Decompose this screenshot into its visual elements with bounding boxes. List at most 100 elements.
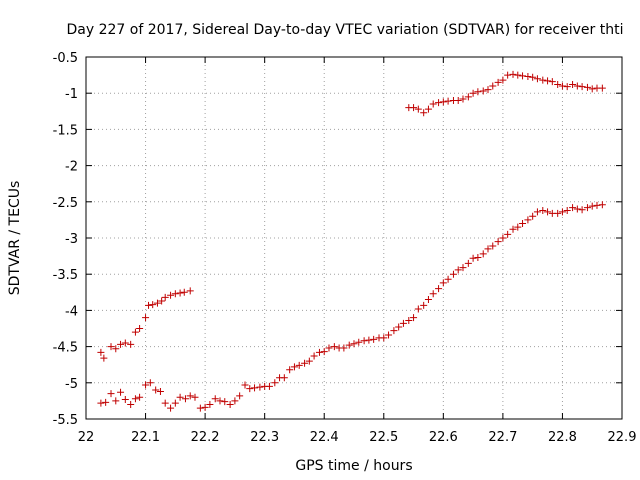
data-point bbox=[499, 76, 507, 84]
data-point bbox=[499, 234, 507, 242]
x-tick-label: 22.6 bbox=[429, 430, 458, 445]
data-point bbox=[410, 314, 418, 322]
data-point bbox=[529, 212, 537, 220]
data-point bbox=[171, 399, 179, 407]
data-point bbox=[176, 289, 184, 297]
data-point bbox=[509, 70, 517, 78]
data-point bbox=[226, 401, 234, 409]
data-point bbox=[563, 83, 571, 91]
data-point bbox=[390, 327, 398, 335]
data-point bbox=[127, 401, 135, 409]
data-point bbox=[424, 105, 432, 113]
data-point bbox=[117, 340, 125, 348]
data-point bbox=[305, 357, 313, 365]
y-tick-label: -4 bbox=[65, 304, 78, 319]
data-point bbox=[102, 398, 110, 406]
data-point bbox=[414, 105, 422, 113]
data-point bbox=[145, 301, 153, 309]
data-point bbox=[454, 266, 462, 274]
data-point bbox=[399, 319, 407, 327]
data-point bbox=[578, 206, 586, 214]
data-point bbox=[340, 344, 348, 352]
data-point bbox=[153, 299, 161, 307]
data-point bbox=[484, 245, 492, 253]
data-point bbox=[97, 348, 105, 356]
data-point bbox=[459, 264, 467, 272]
data-point bbox=[206, 401, 214, 409]
y-tick-label: -3.5 bbox=[53, 268, 78, 283]
data-point bbox=[221, 398, 229, 406]
data-point bbox=[131, 395, 139, 403]
data-point bbox=[544, 208, 552, 216]
data-point bbox=[420, 301, 428, 309]
data-point bbox=[310, 352, 318, 360]
data-point bbox=[444, 275, 452, 283]
series-2 bbox=[97, 201, 606, 412]
data-point bbox=[439, 98, 447, 106]
data-point bbox=[370, 335, 378, 343]
data-point bbox=[429, 100, 437, 108]
data-point bbox=[241, 381, 249, 389]
data-point bbox=[231, 397, 239, 405]
data-point bbox=[524, 73, 532, 81]
data-point bbox=[554, 81, 562, 89]
data-point bbox=[315, 348, 323, 356]
data-point bbox=[107, 390, 115, 398]
series-1 bbox=[97, 287, 194, 362]
data-point bbox=[509, 225, 517, 233]
data-point bbox=[181, 395, 189, 403]
data-point bbox=[330, 343, 338, 351]
x-axis-label: GPS time / hours bbox=[295, 458, 412, 474]
data-point bbox=[489, 82, 497, 90]
data-point bbox=[435, 99, 443, 107]
data-point bbox=[494, 78, 502, 86]
data-point bbox=[167, 404, 175, 412]
data-point bbox=[578, 83, 586, 91]
data-point bbox=[558, 82, 566, 90]
data-point bbox=[196, 404, 204, 412]
data-point bbox=[410, 104, 418, 112]
data-point bbox=[563, 206, 571, 214]
y-tick-label: -2.5 bbox=[53, 196, 78, 211]
data-point bbox=[519, 220, 527, 228]
y-tick-label: -2 bbox=[65, 160, 78, 175]
data-point bbox=[112, 397, 120, 405]
x-tick-label: 22.2 bbox=[191, 430, 220, 445]
y-tick-label: -4.5 bbox=[53, 341, 78, 356]
x-tick-label: 22.7 bbox=[488, 430, 517, 445]
data-point bbox=[449, 270, 457, 278]
data-point bbox=[420, 109, 428, 117]
data-point bbox=[121, 395, 129, 403]
x-tick-label: 22.1 bbox=[131, 430, 160, 445]
data-point bbox=[554, 209, 562, 217]
data-point bbox=[533, 75, 541, 83]
data-point bbox=[519, 72, 527, 80]
data-point bbox=[459, 95, 467, 103]
y-tick-labels: -0.5 -1 -1.5 -2 -2.5 -3 -3.5 -4 -4.5 -5 -5.5 bbox=[53, 51, 78, 428]
data-point bbox=[350, 340, 358, 348]
data-point bbox=[598, 201, 606, 209]
data-point bbox=[149, 301, 157, 309]
y-axis-label: SDTVAR / TECUs bbox=[7, 181, 23, 296]
data-point bbox=[301, 359, 309, 367]
data-point bbox=[355, 338, 363, 346]
data-point bbox=[504, 71, 512, 79]
axis-ticks bbox=[85, 56, 623, 420]
data-point bbox=[142, 314, 150, 322]
data-point bbox=[295, 361, 303, 369]
data-point bbox=[191, 393, 199, 401]
data-point bbox=[569, 81, 577, 89]
data-point bbox=[171, 290, 179, 298]
data-point bbox=[211, 395, 219, 403]
data-point bbox=[280, 374, 288, 382]
data-point bbox=[265, 382, 273, 390]
data-point bbox=[573, 205, 581, 213]
data-point bbox=[152, 386, 160, 394]
data-point bbox=[325, 344, 333, 352]
data-point bbox=[529, 73, 537, 81]
data-point bbox=[146, 379, 154, 387]
y-tick-label: -0.5 bbox=[53, 51, 78, 66]
data-point bbox=[121, 339, 129, 347]
x-tick-label: 22.9 bbox=[608, 430, 637, 445]
data-point bbox=[524, 216, 532, 224]
